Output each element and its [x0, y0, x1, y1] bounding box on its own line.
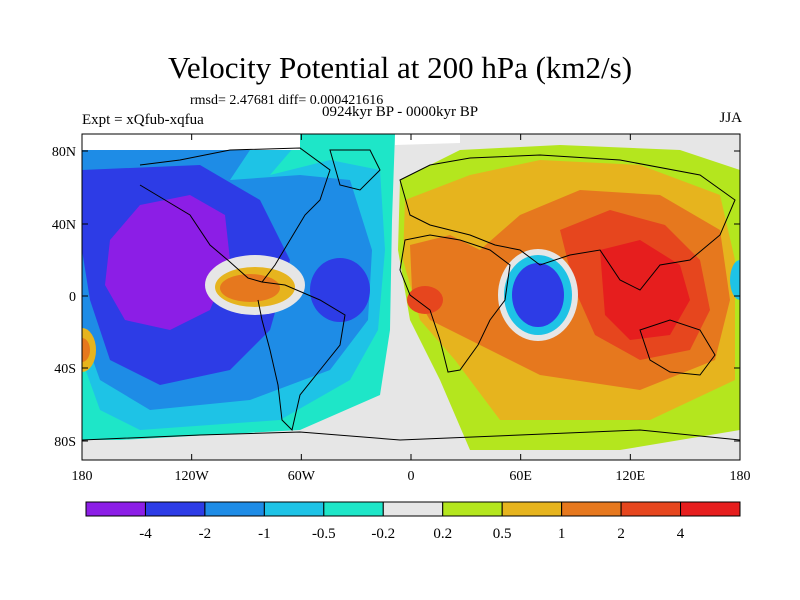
contour-neg-2-atlantic: [310, 258, 370, 322]
period-label: 0924kyr BP - 0000kyr BP: [322, 104, 479, 120]
colorbar-label: -2: [199, 526, 212, 542]
coast-antarctica: [81, 429, 741, 441]
colorbar: -4 -2 -1 -0.5 -0.2 0.2 0.5 1 2 4: [85, 501, 741, 542]
contour-pos-2-central-america: [220, 274, 280, 302]
lat-tick-label: 40N: [52, 218, 76, 233]
contour-field: [82, 134, 740, 460]
plot-title: Velocity Potential at 200 hPa (km2/s): [167, 50, 633, 85]
coast-australia: [639, 319, 716, 376]
season-label: JJA: [719, 110, 742, 126]
missing-data-region: [82, 134, 460, 150]
lat-tick-label: 80N: [52, 145, 76, 160]
colorbar-swatch: [382, 501, 444, 517]
longitude-axis: 180 120W 60W 0 60E 120E 180: [72, 134, 751, 484]
colorbar-swatch: [680, 501, 741, 517]
lon-tick-label: 120W: [175, 469, 210, 484]
contour-pos-4-africa: [407, 286, 443, 314]
latitude-axis: 80N 40N 0 40S 80S: [52, 145, 740, 450]
colorbar-swatch: [501, 501, 563, 517]
colorbar-label: 2: [617, 526, 625, 542]
experiment-label: Expt = xQfub-xqfua: [82, 112, 204, 128]
colorbar-label: 1: [558, 526, 566, 542]
colorbar-swatch: [85, 501, 146, 517]
coastlines: [81, 147, 741, 441]
lon-tick-label: 180: [730, 469, 751, 484]
lon-tick-label: 60W: [288, 469, 316, 484]
lon-tick-label: 60E: [509, 469, 532, 484]
lat-tick-label: 0: [69, 290, 76, 305]
contour-neg-2-indian: [512, 263, 564, 327]
colorbar-swatch: [263, 501, 325, 517]
contour-pos-max: [600, 240, 690, 340]
lat-tick-label: 40S: [54, 362, 76, 377]
coast-south-america: [257, 281, 346, 431]
colorbar-label: -0.5: [312, 526, 336, 542]
colorbar-label: 4: [677, 526, 685, 542]
colorbar-swatch: [204, 501, 265, 517]
coast-africa: [399, 234, 511, 373]
colorbar-swatch: [323, 501, 384, 517]
colorbar-label: -0.2: [371, 526, 395, 542]
coast-eurasia: [399, 154, 736, 291]
colorbar-swatch: [144, 501, 206, 517]
stats-label: rmsd= 2.47681 diff= 0.000421616: [190, 93, 384, 108]
colorbar-label: 0.2: [433, 526, 452, 542]
lon-tick-label: 180: [72, 469, 93, 484]
lat-tick-label: 80S: [54, 435, 76, 450]
coast-north-america: [139, 147, 331, 283]
coast-greenland: [329, 149, 381, 191]
contour-pos-2-west-edge: [82, 338, 90, 362]
colorbar-swatch: [561, 501, 622, 517]
contour-neg-east-edge: [730, 260, 740, 300]
lon-tick-label: 120E: [616, 469, 646, 484]
colorbar-label: 0.5: [493, 526, 512, 542]
colorbar-swatch: [442, 501, 503, 517]
colorbar-swatch: [620, 501, 682, 517]
lon-tick-label: 0: [408, 469, 415, 484]
colorbar-label: -4: [139, 526, 152, 542]
colorbar-label: -1: [258, 526, 271, 542]
